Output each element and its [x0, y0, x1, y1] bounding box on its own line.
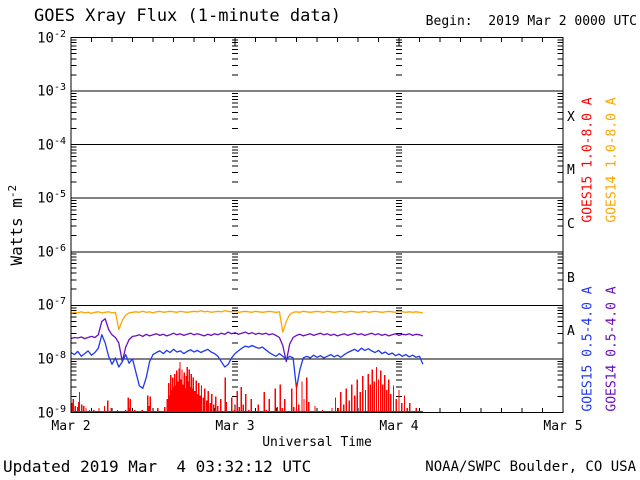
y-tick-label: 10-6: [26, 243, 66, 261]
y-tick-label: 10-5: [26, 189, 66, 207]
x-tick-label-mar-3: Mar 3: [215, 419, 255, 434]
updated-timestamp: Updated 2019 Mar 4 03:32:12 UTC: [3, 457, 312, 476]
y-tick-exponent: -7: [53, 296, 66, 308]
y-tick-label: 10-7: [26, 296, 66, 314]
flux-trace: [70, 310, 424, 333]
y-tick-base: 10: [37, 351, 54, 368]
flux-class-letter-b: B: [567, 270, 575, 286]
y-tick-exponent: -8: [53, 349, 66, 361]
legend-label-2: GOES15 0.5-4.0 A: [580, 286, 596, 412]
y-tick-exponent: -3: [53, 82, 66, 94]
legend-label-0: GOES15 1.0-8.0 A: [580, 97, 596, 223]
credit-label: NOAA/SWPC Boulder, CO USA: [425, 459, 636, 475]
y-tick-base: 10: [37, 244, 54, 261]
y-tick-label: 10-3: [26, 82, 66, 100]
chart-title: GOES Xray Flux (1-minute data): [34, 6, 342, 26]
x-tick-label-mar-4: Mar 4: [379, 419, 419, 434]
x-axis-label: Universal Time: [262, 435, 372, 450]
y-tick-base: 10: [37, 405, 54, 422]
y-tick-label: 10-4: [26, 136, 66, 154]
begin-time-label: Begin: 2019 Mar 2 0000 UTC: [425, 14, 637, 29]
y-tick-exponent: -4: [53, 135, 66, 147]
flux-trace: [70, 318, 424, 363]
x-tick-label-mar-5: Mar 5: [543, 419, 583, 434]
flux-class-letter-c: C: [567, 217, 575, 232]
flux-class-letter-x: X: [567, 109, 575, 125]
y-tick-base: 10: [37, 83, 54, 100]
plot-frame: [70, 37, 564, 413]
y-tick-exponent: -2: [53, 28, 66, 40]
x-tick-label-mar-2: Mar 2: [51, 419, 91, 434]
y-tick-label: 10-9: [26, 404, 66, 422]
y-tick-exponent: -5: [53, 189, 66, 201]
y-tick-label: 10-8: [26, 350, 66, 368]
y-tick-base: 10: [37, 137, 54, 154]
y-tick-label: 10-2: [26, 29, 66, 47]
y-tick-base: 10: [37, 298, 54, 314]
y-tick-base: 10: [37, 30, 54, 47]
flux-class-letter-m: M: [567, 163, 575, 179]
y-tick-exponent: -9: [53, 403, 66, 415]
legend-label-3: GOES14 0.5-4.0 A: [604, 286, 620, 412]
flux-trace: [70, 334, 424, 390]
y-tick-base: 10: [37, 190, 54, 207]
legend-label-1: GOES14 1.0-8.0 A: [604, 97, 620, 223]
y-tick-exponent: -6: [53, 242, 66, 254]
flux-class-letter-a: A: [567, 324, 575, 340]
